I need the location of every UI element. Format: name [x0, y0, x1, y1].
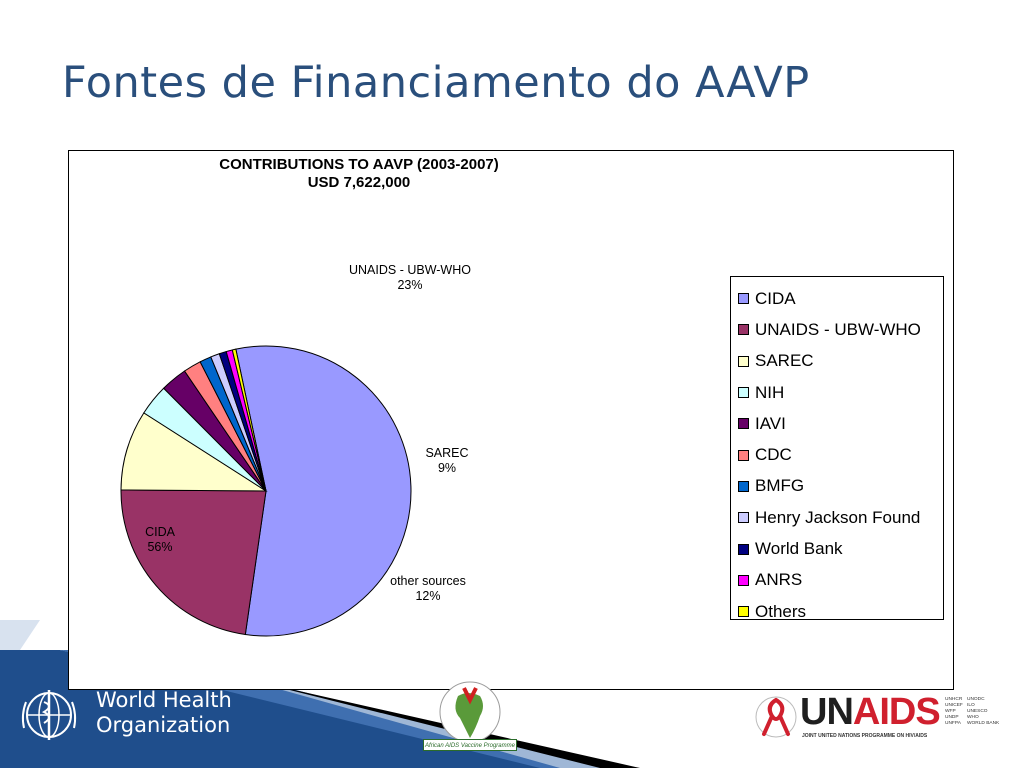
legend-item: IAVI [731, 408, 943, 439]
chart-title: CONTRIBUTIONS TO AAVP (2003-2007) [219, 156, 499, 173]
cosponsor: UNESCO [967, 709, 988, 714]
unaids-subtitle: JOINT UNITED NATIONS PROGRAMME ON HIV/AI… [802, 733, 928, 739]
data-label-cida-percent: 56% [147, 540, 173, 554]
chart-legend: CIDA UNAIDS - UBW-WHO SAREC NIH IAVI CDC BMFG H… [730, 276, 944, 621]
legend-item: SAREC [731, 346, 943, 377]
data-label-sarec-percent: 9% [437, 461, 457, 475]
data-label-sarec: SAREC 9% [412, 446, 482, 476]
aavp-caption: African AIDS Vaccine Programme [423, 739, 517, 751]
legend-item: UNAIDS - UBW-WHO [731, 314, 943, 345]
legend-item: CIDA [731, 283, 943, 314]
legend-item: BMFG [731, 471, 943, 502]
legend-label: UNAIDS - UBW-WHO [755, 319, 921, 339]
legend-label: CDC [755, 445, 792, 465]
cosponsor: WORLD BANK [967, 721, 1000, 726]
data-label-unaids: UNAIDS - UBW-WHO 23% [325, 263, 495, 293]
who-line1: World Health [96, 688, 232, 712]
legend-item: NIH [731, 377, 943, 408]
cosponsor: ILO [967, 703, 975, 708]
data-label-other-percent: 12% [415, 589, 441, 603]
cosponsor: UNFPA [945, 721, 961, 726]
chart-subtitle: USD 7,622,000 [307, 174, 411, 191]
data-label-other-sources: other sources 12% [378, 574, 478, 604]
pie-slice-sarec [120, 412, 268, 492]
legend-swatch [738, 543, 749, 555]
legend-swatch [738, 606, 749, 618]
legend-item: World Bank [731, 533, 943, 564]
legend-label: BMFG [755, 476, 805, 496]
legend-item: Henry Jackson Found [731, 502, 943, 533]
slide-title: Fontes de Financiamento do AAVP [62, 58, 810, 108]
legend-swatch [738, 574, 749, 586]
data-label-unaids-name: UNAIDS - UBW-WHO [349, 263, 471, 277]
legend-swatch [738, 512, 749, 524]
legend-label: World Bank [755, 539, 843, 559]
legend-swatch [738, 324, 749, 336]
data-label-unaids-percent: 23% [397, 278, 423, 292]
legend-label: IAVI [755, 413, 786, 433]
unaids-wordmark: UNAIDS [800, 690, 941, 734]
legend-item: Others [731, 596, 943, 627]
data-label-cida: CIDA 56% [130, 525, 190, 555]
legend-label: Others [755, 601, 807, 621]
cosponsor: WFP [945, 709, 956, 714]
data-label-other-name: other sources [390, 574, 466, 588]
legend-swatch [738, 387, 749, 399]
cosponsor: UNODC [967, 697, 985, 702]
pie-slice-unaids-ubw-who [120, 489, 267, 636]
who-wordmark: World Health Organization [96, 688, 232, 738]
who-emblem-icon [21, 690, 77, 740]
unaids-word-un: UN [800, 691, 854, 733]
cosponsor: UNDP [945, 715, 959, 720]
legend-label: NIH [755, 382, 785, 402]
chart-frame: CONTRIBUTIONS TO AAVP (2003-2007) USD 7,… [68, 150, 954, 690]
pie-slice-others [231, 348, 267, 492]
cosponsor: UNHCR [945, 697, 963, 702]
chart-title-block: CONTRIBUTIONS TO AAVP (2003-2007) USD 7,… [149, 156, 569, 192]
legend-item: CDC [731, 439, 943, 470]
unaids-cosponsors: UNHCR UNODC UNICEF ILO WFP UNESCO UNDP W… [945, 697, 999, 727]
who-line2: Organization [96, 713, 231, 737]
pie-slice-cida [235, 345, 412, 637]
cosponsor: UNICEF [945, 703, 963, 708]
legend-label: Henry Jackson Found [755, 507, 921, 527]
legend-swatch [738, 355, 749, 367]
legend-swatch [738, 418, 749, 430]
data-label-sarec-name: SAREC [425, 446, 469, 460]
legend-label: ANRS [755, 570, 803, 590]
legend-swatch [738, 449, 749, 461]
legend-item: ANRS [731, 565, 943, 596]
red-ribbon-icon [755, 696, 797, 738]
legend-swatch [738, 293, 749, 305]
unaids-word-aids: AIDS [852, 691, 941, 733]
pie-chart [120, 345, 412, 637]
data-label-cida-name: CIDA [145, 525, 175, 539]
legend-swatch [738, 480, 749, 492]
legend-label: SAREC [755, 351, 814, 371]
cosponsor: WHO [967, 715, 979, 720]
legend-label: CIDA [755, 288, 796, 308]
